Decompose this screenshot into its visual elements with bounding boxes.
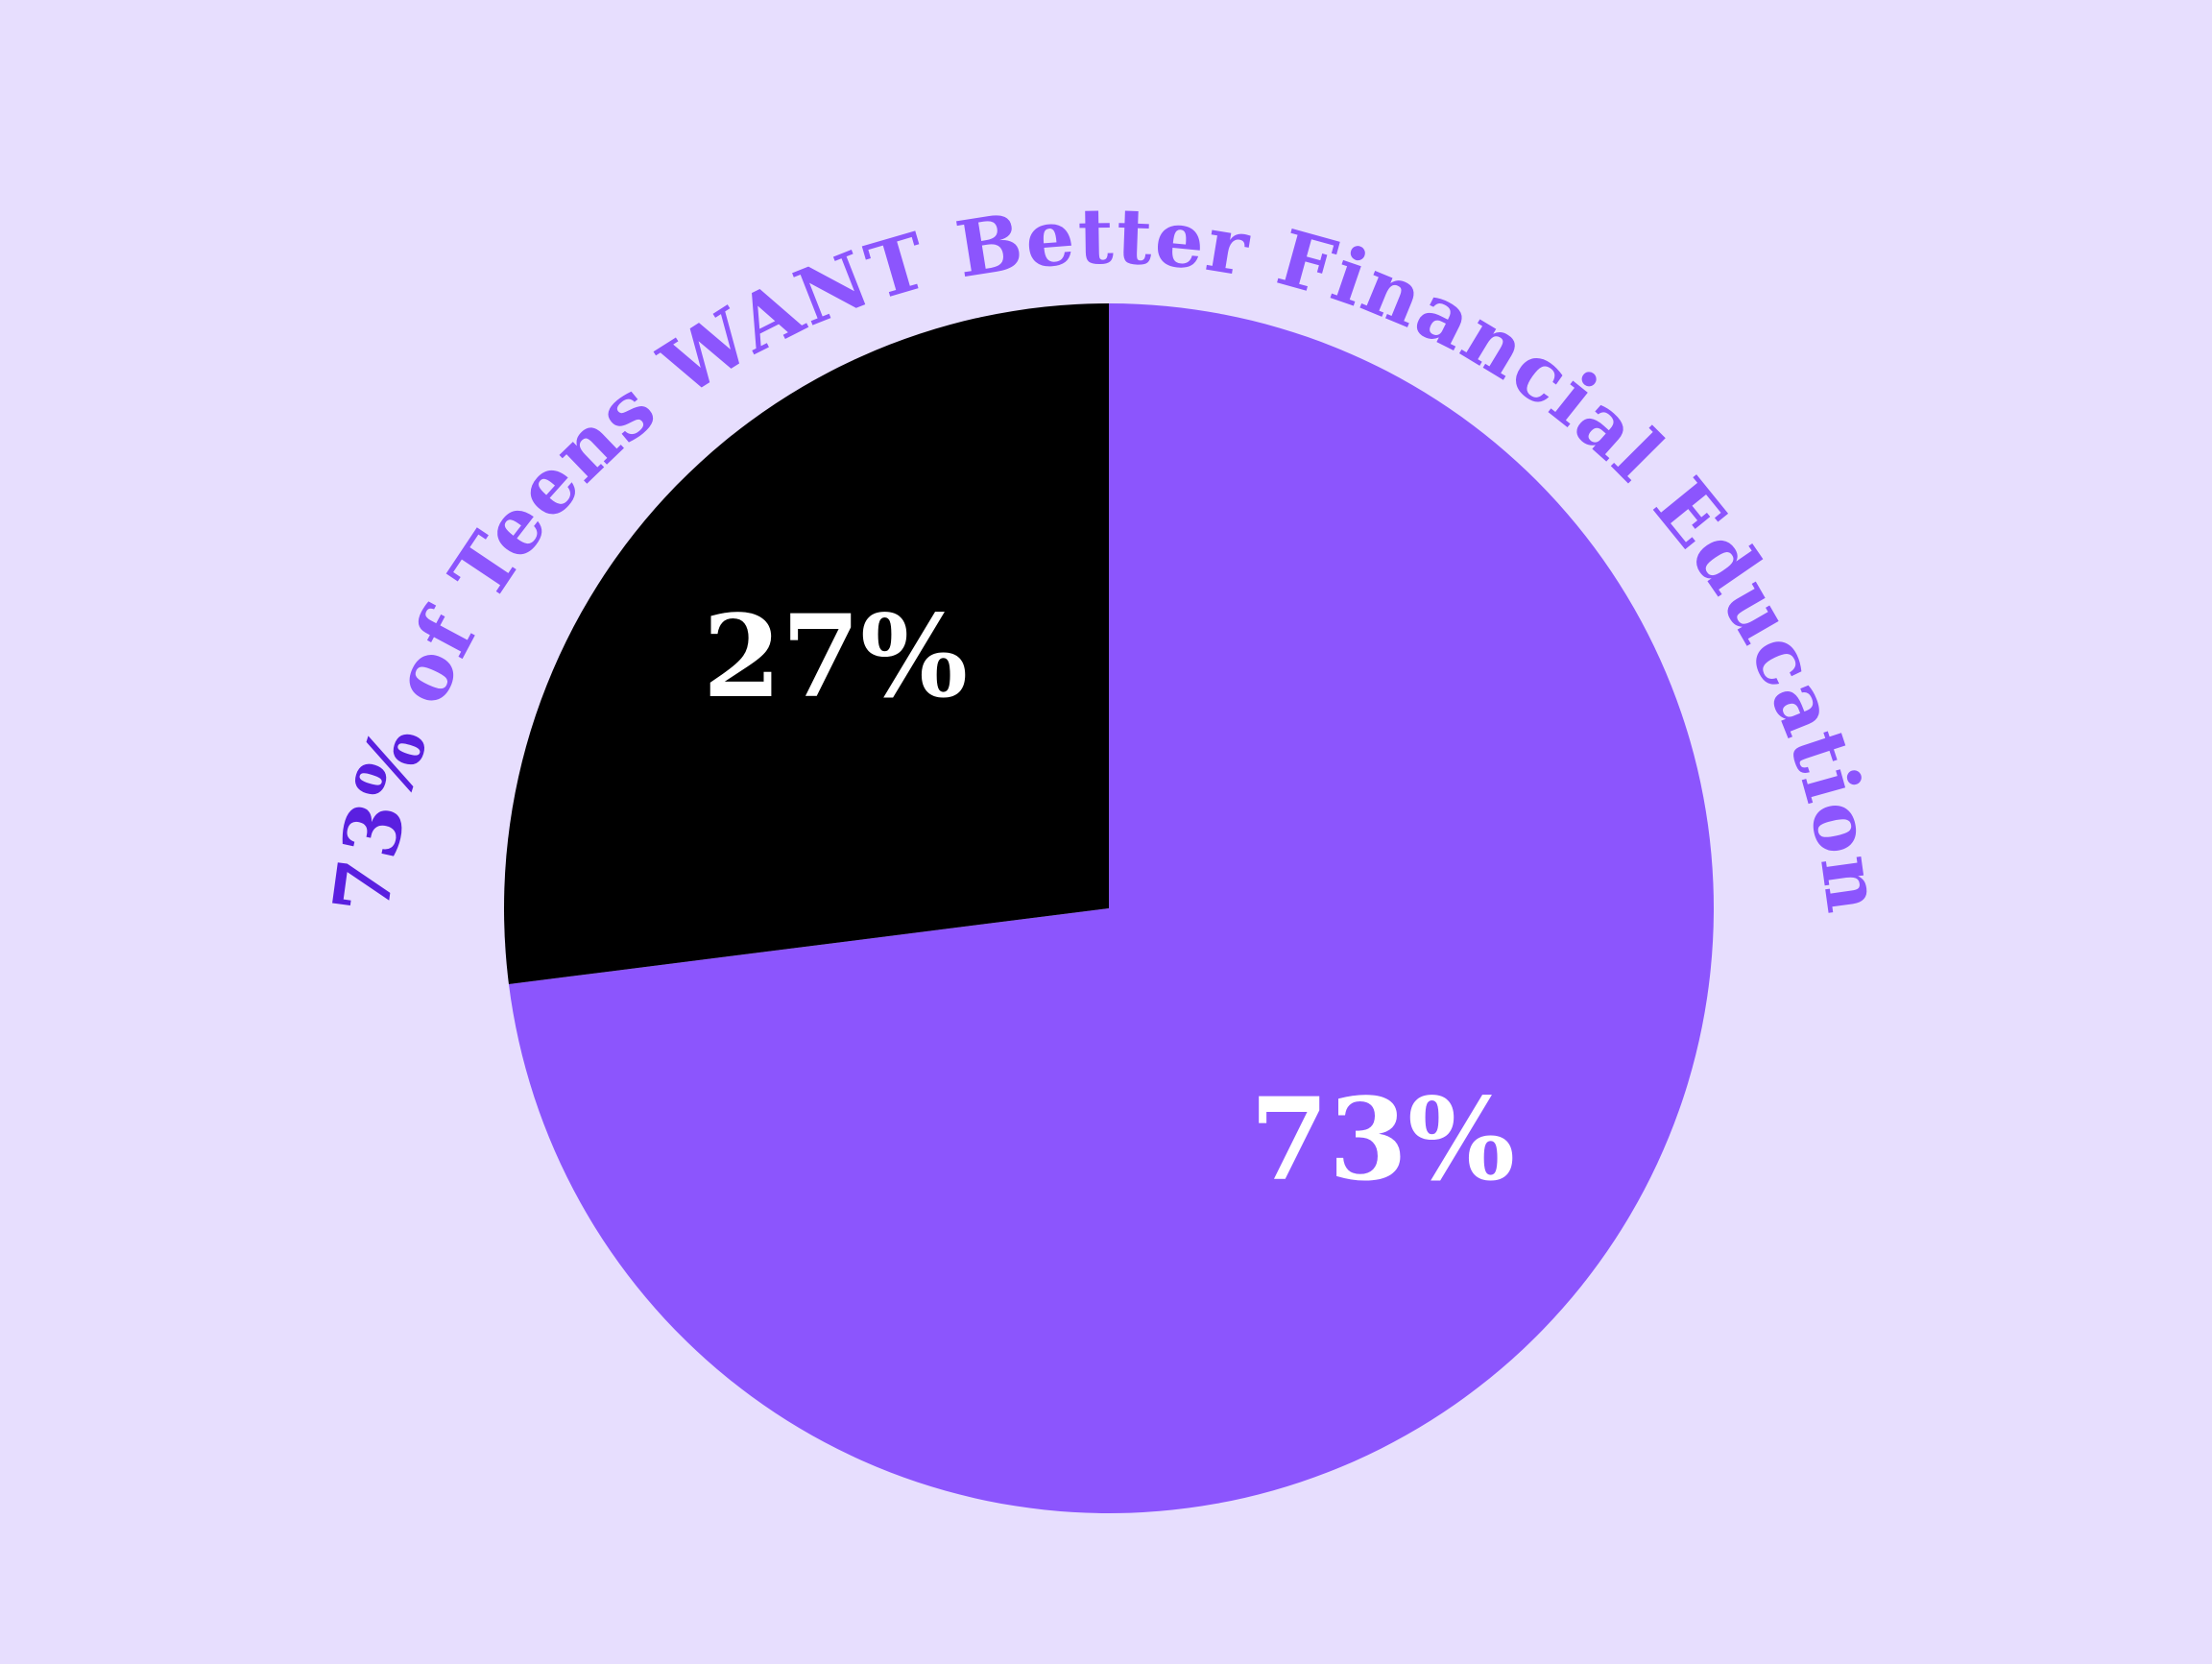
pie-slice-73 [508,303,1715,1513]
pie-slices [504,303,1715,1513]
slice-label-73: 73% [1250,1073,1515,1206]
chart-title-highlight: 73% [316,714,445,919]
pie-slice-27 [504,303,1109,984]
pie-labels: 73% 27% [703,590,1515,1206]
slice-label-27: 27% [703,590,968,723]
